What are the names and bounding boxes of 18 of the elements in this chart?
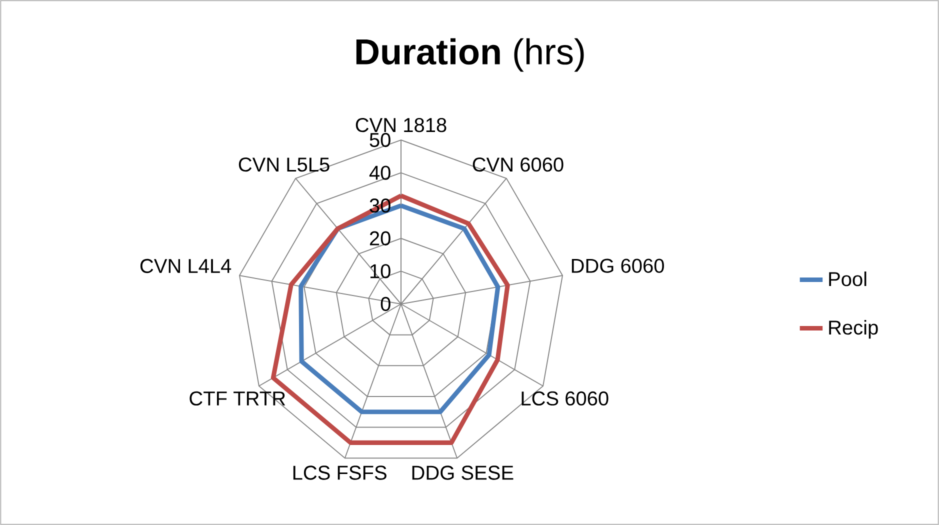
y-tick-label: 50	[370, 132, 390, 148]
y-tick-label: 40	[369, 166, 390, 180]
spoke-label: DDG SESE	[412, 466, 514, 480]
y-tick-label: 30	[370, 198, 390, 213]
spoke-label: LCS 6060	[522, 391, 608, 406]
y-tick-label: 0	[380, 296, 390, 312]
legend-label: Pool	[829, 272, 866, 286]
chart-title: Duration (hrs)	[356, 38, 584, 72]
spoke-label: DDG 6060	[572, 258, 664, 273]
y-tick-label: 10	[370, 264, 390, 278]
spoke-label: CTF TRTR	[190, 391, 286, 406]
spoke-label: CVN L4L4	[140, 258, 232, 274]
y-tick-label: 20	[370, 231, 390, 246]
spoke-label: CVN 6060	[472, 157, 564, 172]
legend-label: Recip	[829, 320, 878, 339]
spoke-label: CVN 1818	[356, 118, 446, 132]
spoke-label: CVN L5L5	[238, 157, 330, 172]
spoke-label: LCS FSFS	[293, 466, 386, 480]
